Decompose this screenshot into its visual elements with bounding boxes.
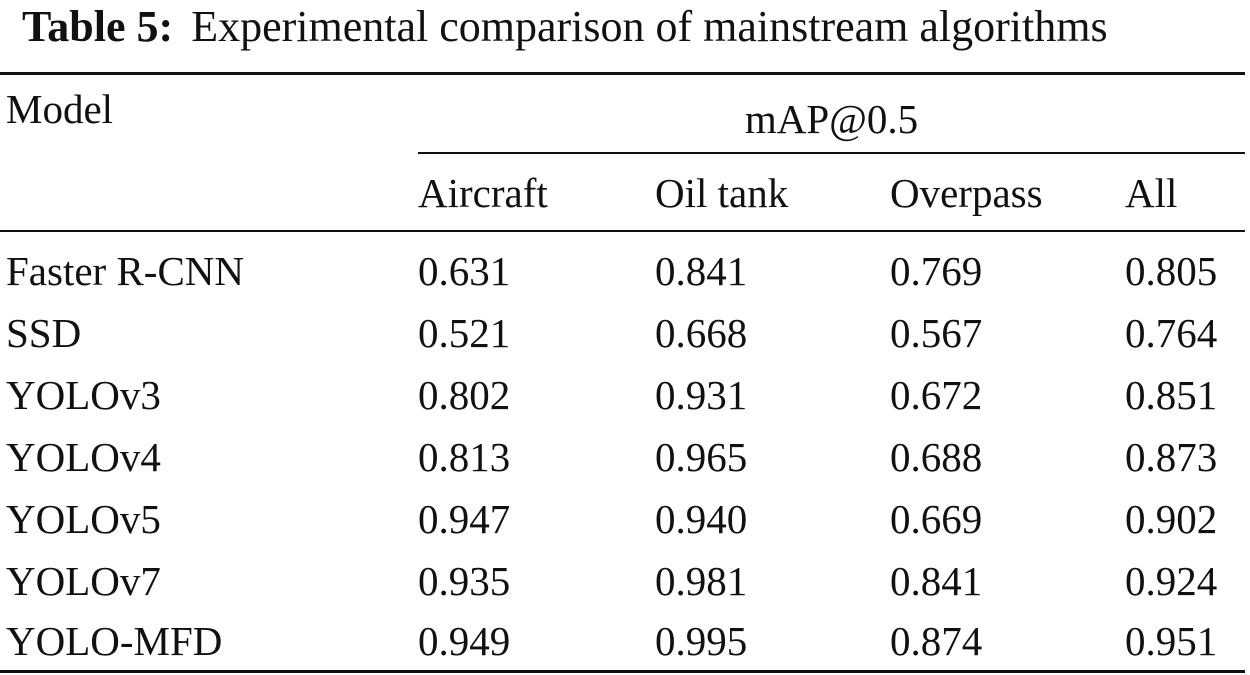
cell-overpass: 0.669 (890, 496, 983, 542)
cell-oil-tank: 0.668 (655, 310, 748, 356)
row-model-name: YOLOv4 (6, 434, 161, 480)
table-row: YOLOv5 0.947 0.940 0.669 0.902 (0, 496, 1250, 542)
column-group-header-map: mAP@0.5 (744, 96, 919, 142)
cell-all: 0.873 (1125, 434, 1218, 480)
cell-aircraft: 0.802 (418, 372, 511, 418)
row-model-name: YOLO-MFD (6, 618, 223, 664)
row-model-name: YOLOv5 (6, 496, 161, 542)
table-caption-label: Table 5: (22, 2, 174, 51)
cell-all: 0.764 (1125, 310, 1218, 356)
cell-all: 0.805 (1125, 248, 1218, 294)
cell-oil-tank: 0.841 (655, 248, 748, 294)
table-row: YOLOv3 0.802 0.931 0.672 0.851 (0, 372, 1250, 418)
table-bottom-rule (0, 670, 1245, 673)
cell-oil-tank: 0.931 (655, 372, 748, 418)
row-model-name: Faster R-CNN (6, 248, 245, 294)
cell-overpass: 0.874 (890, 618, 983, 664)
table-row: Faster R-CNN 0.631 0.841 0.769 0.805 (0, 248, 1250, 294)
table-row: YOLOv7 0.935 0.981 0.841 0.924 (0, 558, 1250, 604)
cell-overpass: 0.769 (890, 248, 983, 294)
column-header-aircraft: Aircraft (418, 170, 548, 216)
row-model-name: YOLOv7 (6, 558, 161, 604)
cell-overpass: 0.567 (890, 310, 983, 356)
cell-oil-tank: 0.981 (655, 558, 748, 604)
cell-aircraft: 0.813 (418, 434, 511, 480)
table-row: YOLO-MFD 0.949 0.995 0.874 0.951 (0, 618, 1250, 664)
group-header-rule (418, 152, 1245, 154)
cell-overpass: 0.672 (890, 372, 983, 418)
cell-all: 0.924 (1125, 558, 1218, 604)
header-bottom-rule (0, 230, 1245, 232)
cell-oil-tank: 0.940 (655, 496, 748, 542)
cell-all: 0.902 (1125, 496, 1218, 542)
cell-aircraft: 0.949 (418, 618, 511, 664)
table-row: SSD 0.521 0.668 0.567 0.764 (0, 310, 1250, 356)
cell-all: 0.851 (1125, 372, 1218, 418)
cell-overpass: 0.841 (890, 558, 983, 604)
table-caption-title: Experimental comparison of mainstream al… (191, 2, 1108, 51)
column-header-model: Model (6, 86, 114, 132)
row-model-name: SSD (6, 310, 82, 356)
cell-oil-tank: 0.995 (655, 618, 748, 664)
cell-aircraft: 0.947 (418, 496, 511, 542)
column-header-oil-tank: Oil tank (655, 170, 789, 216)
row-model-name: YOLOv3 (6, 372, 161, 418)
cell-all: 0.951 (1125, 618, 1218, 664)
cell-aircraft: 0.935 (418, 558, 511, 604)
cell-oil-tank: 0.965 (655, 434, 748, 480)
cell-aircraft: 0.521 (418, 310, 511, 356)
table-top-rule (0, 72, 1245, 75)
table-row: YOLOv4 0.813 0.965 0.688 0.873 (0, 434, 1250, 480)
column-header-overpass: Overpass (890, 170, 1043, 216)
table-caption: Table 5: Experimental comparison of mains… (22, 2, 1232, 52)
cell-aircraft: 0.631 (418, 248, 511, 294)
column-header-all: All (1125, 170, 1178, 216)
cell-overpass: 0.688 (890, 434, 983, 480)
